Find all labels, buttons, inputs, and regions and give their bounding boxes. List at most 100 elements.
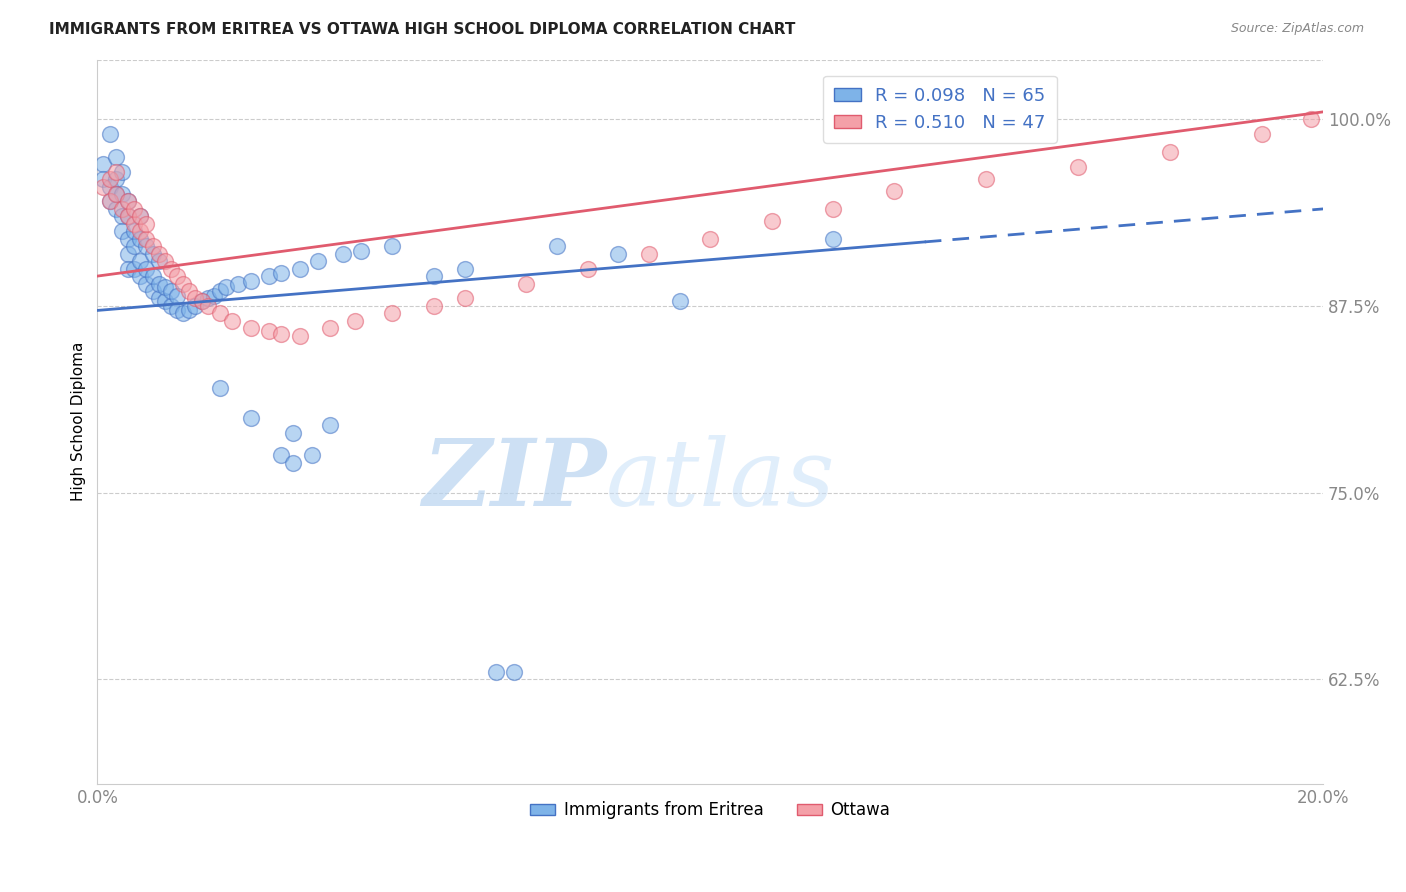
Point <box>129 224 152 238</box>
Point <box>166 288 188 302</box>
Point <box>307 254 329 268</box>
Point <box>166 303 188 318</box>
Point <box>974 172 997 186</box>
Point <box>111 202 134 216</box>
Point <box>239 411 262 425</box>
Point <box>257 269 280 284</box>
Text: atlas: atlas <box>606 434 835 524</box>
Point <box>117 210 139 224</box>
Point <box>184 292 207 306</box>
Point <box>257 324 280 338</box>
Point <box>148 254 170 268</box>
Point <box>283 425 305 440</box>
Point <box>197 299 219 313</box>
Point <box>423 299 446 313</box>
Text: Source: ZipAtlas.com: Source: ZipAtlas.com <box>1230 22 1364 36</box>
Point <box>153 294 176 309</box>
Point <box>117 232 139 246</box>
Point <box>104 202 127 216</box>
Point <box>141 239 163 253</box>
Point <box>343 314 366 328</box>
Point <box>332 246 354 260</box>
Point <box>221 314 243 328</box>
Point <box>117 261 139 276</box>
Point <box>135 239 157 253</box>
Point <box>226 277 249 291</box>
Point <box>122 239 145 253</box>
Point <box>515 277 537 291</box>
Point <box>668 294 690 309</box>
Point <box>111 224 134 238</box>
Point <box>117 194 139 209</box>
Point <box>172 277 194 291</box>
Point <box>883 184 905 198</box>
Point <box>319 418 342 433</box>
Point <box>117 194 139 209</box>
Point <box>93 157 115 171</box>
Point <box>141 269 163 284</box>
Point <box>98 172 121 186</box>
Point <box>148 246 170 260</box>
Point <box>153 279 176 293</box>
Point <box>1067 160 1090 174</box>
Point <box>208 306 231 320</box>
Point <box>98 194 121 209</box>
Point <box>319 321 342 335</box>
Point <box>288 261 311 276</box>
Point <box>148 277 170 291</box>
Point <box>423 269 446 284</box>
Point <box>270 327 292 342</box>
Point <box>190 294 212 309</box>
Point <box>1299 112 1322 127</box>
Point <box>172 306 194 320</box>
Point <box>153 254 176 268</box>
Point <box>111 186 134 201</box>
Point <box>98 194 121 209</box>
Point <box>160 299 183 313</box>
Point <box>761 214 783 228</box>
Point <box>638 246 661 260</box>
Point <box>122 224 145 238</box>
Point <box>129 232 152 246</box>
Point <box>104 150 127 164</box>
Point <box>270 448 292 462</box>
Point <box>283 456 305 470</box>
Point <box>699 232 721 246</box>
Y-axis label: High School Diploma: High School Diploma <box>72 342 86 501</box>
Point <box>454 292 477 306</box>
Point <box>129 254 152 268</box>
Point <box>122 261 145 276</box>
Point <box>301 448 323 462</box>
Point <box>135 261 157 276</box>
Point <box>104 172 127 186</box>
Point <box>111 164 134 178</box>
Text: IMMIGRANTS FROM ERITREA VS OTTAWA HIGH SCHOOL DIPLOMA CORRELATION CHART: IMMIGRANTS FROM ERITREA VS OTTAWA HIGH S… <box>49 22 796 37</box>
Point <box>111 210 134 224</box>
Point <box>179 284 201 298</box>
Point <box>104 164 127 178</box>
Point <box>454 261 477 276</box>
Point <box>141 246 163 260</box>
Point <box>98 128 121 142</box>
Point <box>122 217 145 231</box>
Point <box>160 261 183 276</box>
Point <box>208 284 231 298</box>
Point <box>821 232 844 246</box>
Point <box>93 172 115 186</box>
Point <box>576 261 599 276</box>
Point <box>607 246 630 260</box>
Point <box>350 244 373 258</box>
Point <box>380 306 402 320</box>
Point <box>104 186 127 201</box>
Point <box>215 279 238 293</box>
Text: ZIP: ZIP <box>422 434 606 524</box>
Point <box>190 294 212 309</box>
Point <box>141 284 163 298</box>
Point <box>98 179 121 194</box>
Point <box>184 299 207 313</box>
Point <box>208 381 231 395</box>
Point <box>104 186 127 201</box>
Point <box>117 246 139 260</box>
Point <box>239 321 262 335</box>
Point <box>202 288 225 302</box>
